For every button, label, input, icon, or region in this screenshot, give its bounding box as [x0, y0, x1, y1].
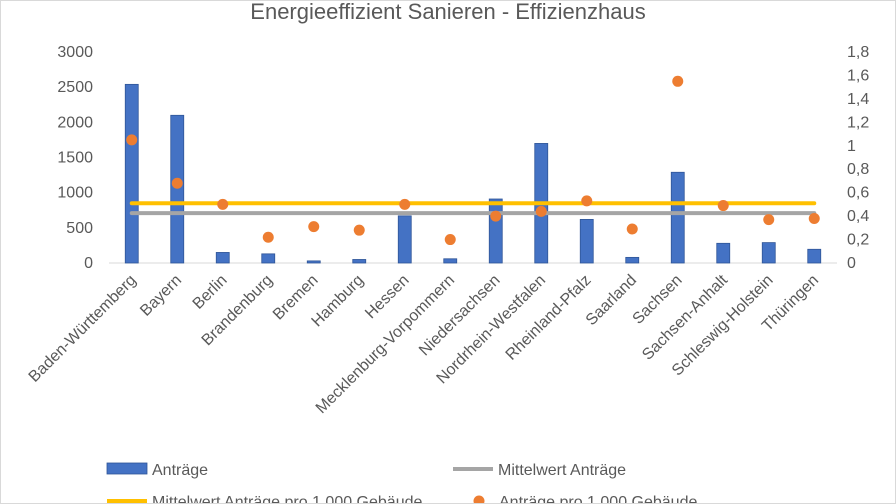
y-right-tick-label: 0,8: [847, 161, 869, 178]
scatter-series: [126, 75, 820, 246]
y-left-tick-label: 0: [84, 255, 93, 272]
category-label: Baden-Württemberg: [26, 272, 140, 386]
line-series: [129, 201, 817, 216]
bar-antraege: [579, 218, 594, 264]
scatter-point: [763, 214, 775, 226]
y-right-tick-label: 1,4: [847, 91, 869, 108]
legend-label: Anträge: [152, 462, 208, 479]
scatter-point: [171, 177, 183, 189]
scatter-point: [126, 134, 138, 146]
bar-antraege: [124, 83, 139, 264]
scatter-point: [217, 198, 229, 210]
scatter-point: [581, 195, 593, 207]
y-left-tick-label: 500: [66, 220, 93, 237]
y-left-tick-label: 1000: [57, 185, 93, 202]
bar-antraege: [306, 260, 321, 264]
bar-antraege: [443, 258, 458, 264]
bar-antraege: [807, 248, 822, 264]
legend-swatch: [106, 462, 148, 475]
legend: Anträge Mittelwert Anträge Mittelwert Antr…: [106, 462, 697, 503]
scatter-point: [444, 234, 456, 246]
y-right-tick-label: 0,6: [847, 185, 869, 202]
category-label: Berlin: [190, 272, 231, 313]
bar-antraege: [625, 256, 640, 264]
category-label: Niedersachsen: [416, 272, 503, 359]
legend-label: Mittelwert Anträge: [498, 462, 626, 479]
bar-antraege: [761, 242, 776, 264]
legend-item: Anträge pro 1.000 Gebäude: [473, 494, 697, 503]
chart-title: Energieeffizient Sanieren - Effizienzhau…: [250, 1, 645, 24]
y-left-tick-label: 2500: [57, 79, 93, 96]
legend-label: Mittelwert Anträge pro 1.000 Gebäude: [152, 494, 422, 503]
scatter-point: [717, 200, 729, 212]
y-right-tick-label: 0,2: [847, 232, 869, 249]
legend-item: Mittelwert Anträge pro 1.000 Gebäude: [107, 494, 422, 503]
y-right-tick-label: 1,2: [847, 114, 869, 131]
y-right-tick-label: 0,4: [847, 208, 869, 225]
bar-antraege: [261, 253, 276, 264]
scatter-point: [808, 212, 820, 224]
bar-antraege: [488, 198, 503, 264]
bar-antraege: [170, 114, 185, 264]
bar-antraege: [670, 171, 685, 264]
scatter-point: [308, 221, 320, 233]
category-label: Saarland: [583, 272, 640, 329]
legend-item: Mittelwert Anträge: [453, 462, 626, 479]
legend-item: Anträge: [106, 462, 208, 479]
scatter-point: [672, 75, 684, 87]
bar-series: [124, 83, 822, 264]
scatter-point: [262, 231, 274, 243]
y-right-tick-label: 1,6: [847, 67, 869, 84]
scatter-point: [535, 205, 547, 217]
bar-antraege: [215, 252, 230, 264]
scatter-point: [353, 224, 365, 236]
tick-labels: 0 500 1000 1500 2000 2500 3000 0 0,2 0,4 0,6 0,8 1 1,…: [26, 44, 870, 417]
legend-label: Anträge pro 1.000 Gebäude: [499, 494, 697, 503]
bar-antraege: [352, 259, 367, 264]
scatter-point: [626, 223, 638, 235]
y-right-tick-label: 1,8: [847, 44, 869, 61]
y-left-tick-label: 1500: [57, 150, 93, 167]
y-left-tick-label: 2000: [57, 114, 93, 131]
scatter-point: [490, 210, 502, 222]
y-left-tick-label: 3000: [57, 44, 93, 61]
bar-antraege: [716, 242, 731, 264]
scatter-point: [399, 198, 411, 210]
y-right-tick-label: 0: [847, 255, 856, 272]
bar-antraege: [397, 215, 412, 264]
category-label: Bayern: [137, 272, 185, 320]
y-right-tick-label: 1: [847, 138, 856, 155]
category-label: Rheinland-Pfalz: [503, 272, 595, 364]
legend-swatch: [473, 495, 485, 503]
